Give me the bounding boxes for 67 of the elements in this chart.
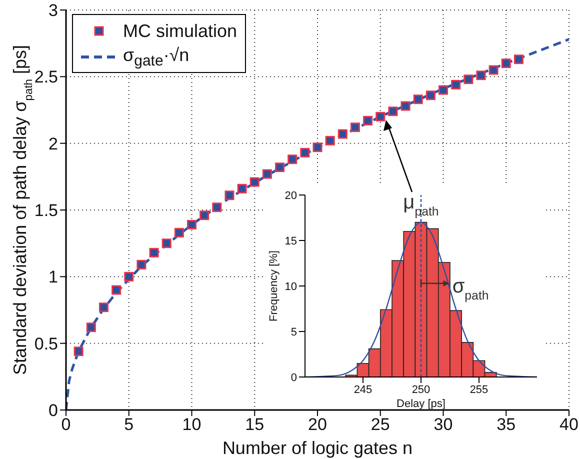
x-tick-label: 5 xyxy=(124,415,134,434)
point xyxy=(426,90,436,100)
y-tick-label: 5 xyxy=(290,326,297,338)
x-tick-label: 20 xyxy=(308,415,327,434)
point xyxy=(488,65,498,75)
x-tick-label: 35 xyxy=(496,415,516,434)
y-tick-label: 0 xyxy=(48,401,58,420)
x-tick-label: 15 xyxy=(245,415,264,434)
point xyxy=(363,116,373,126)
x-tick-label: 25 xyxy=(370,415,390,434)
point xyxy=(376,112,386,122)
point xyxy=(501,58,511,68)
annotation: σ$_{path}$ xyxy=(452,275,489,302)
point xyxy=(275,162,285,172)
point xyxy=(413,94,423,104)
point xyxy=(187,220,196,230)
x-tick-label: 245 xyxy=(354,384,372,396)
point xyxy=(438,85,448,95)
point xyxy=(300,148,310,158)
point xyxy=(350,122,360,132)
point xyxy=(250,177,260,187)
x-axis-title: Delay [ps] xyxy=(396,398,446,410)
y-tick-label: 3 xyxy=(48,1,58,20)
y-tick-label: 2.5 xyxy=(34,68,58,87)
point xyxy=(288,154,298,164)
point xyxy=(325,136,335,146)
point xyxy=(74,346,84,356)
y-axis-title: Frequency [%] xyxy=(268,250,280,322)
point xyxy=(388,106,398,116)
y-tick-label: 1 xyxy=(48,268,58,287)
y-tick-label: 15 xyxy=(284,235,297,248)
x-tick-label: 255 xyxy=(470,384,488,396)
x-tick-label: 250 xyxy=(412,384,430,396)
point xyxy=(514,54,524,64)
point xyxy=(237,184,247,194)
x-tick-label: 0 xyxy=(61,415,71,434)
x-tick-label: 30 xyxy=(434,415,453,434)
point xyxy=(98,302,108,312)
legend-label: σ$_{gate}$·√n xyxy=(123,44,190,70)
point xyxy=(464,74,474,84)
annotation: μ$_{path}$ xyxy=(403,192,439,219)
y-tick-label: 10 xyxy=(284,280,297,293)
y-tick-label: 20 xyxy=(284,190,297,202)
y-tick-label: 2 xyxy=(48,134,58,154)
y-tick-label: 0 xyxy=(290,372,297,384)
x-tick-label: 40 xyxy=(560,415,578,434)
x-tick-label: 10 xyxy=(182,415,202,434)
point xyxy=(149,248,159,258)
point xyxy=(212,202,222,212)
y-tick-label: 1.5 xyxy=(34,201,58,220)
y-tick-label: 0.5 xyxy=(34,334,58,354)
point xyxy=(200,210,210,220)
point xyxy=(338,129,348,139)
point xyxy=(124,272,134,282)
legend-label: MC simulation xyxy=(123,20,238,42)
point xyxy=(476,70,486,80)
point xyxy=(136,260,146,270)
point xyxy=(262,169,272,179)
point xyxy=(312,142,322,152)
point xyxy=(400,101,410,111)
point xyxy=(86,322,96,332)
point xyxy=(224,190,234,200)
point xyxy=(451,80,461,90)
x-axis-title: Number of logic gates n xyxy=(222,438,413,458)
point xyxy=(174,228,184,238)
point xyxy=(162,238,172,248)
point xyxy=(112,285,122,295)
